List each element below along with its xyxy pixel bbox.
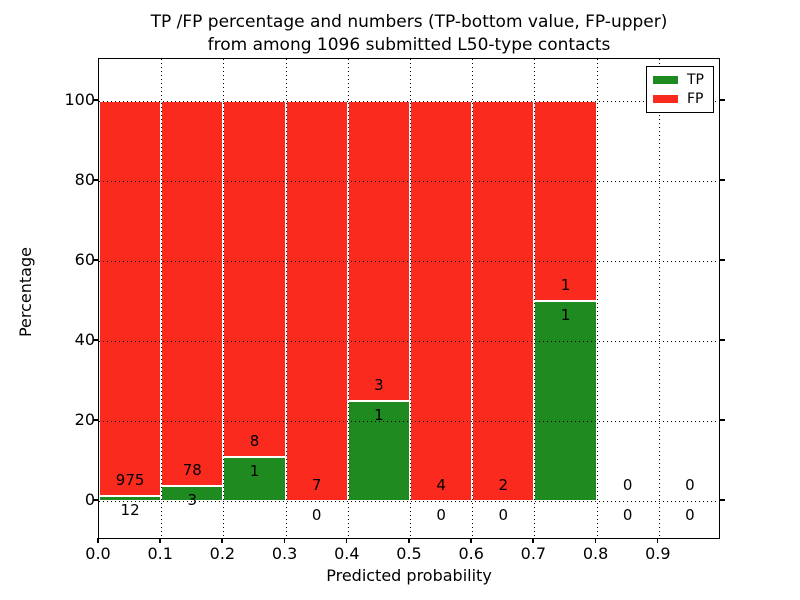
bar-fp-segment bbox=[347, 101, 410, 401]
legend-label-tp: TP bbox=[687, 71, 704, 88]
bar-fp-segment bbox=[161, 101, 224, 487]
bar-fp-segment bbox=[534, 101, 597, 301]
x-tick-label: 0.1 bbox=[147, 544, 173, 563]
y-tick-label: 80 bbox=[74, 170, 95, 189]
x-tick-label: 0.0 bbox=[85, 544, 111, 563]
y-tick-label: 0 bbox=[84, 490, 95, 509]
y-tick-mark bbox=[720, 179, 725, 181]
x-tick-mark bbox=[345, 538, 348, 543]
gridline-v bbox=[597, 59, 598, 538]
y-tick-mark bbox=[93, 259, 98, 261]
y-tick-label: 100 bbox=[64, 90, 95, 109]
bar-fp-segment bbox=[410, 101, 473, 501]
fp-count-label: 78 bbox=[182, 461, 202, 480]
tp-count-label: 1 bbox=[374, 406, 384, 424]
x-axis-label: Predicted probability bbox=[326, 566, 492, 585]
gridline-v bbox=[286, 59, 287, 538]
gridline-h bbox=[99, 181, 719, 182]
legend-label-fp: FP bbox=[687, 91, 704, 108]
x-tick-label: 0.9 bbox=[645, 544, 671, 563]
tp-count-label: 12 bbox=[120, 501, 140, 520]
gridline-h bbox=[99, 261, 719, 262]
fp-count-label: 0 bbox=[685, 476, 695, 494]
fp-count-label: 7 bbox=[311, 476, 322, 494]
fp-count-label: 3 bbox=[374, 376, 384, 394]
x-tick-mark bbox=[532, 538, 534, 543]
y-tick-label: 20 bbox=[74, 410, 95, 429]
tp-count-label: 0 bbox=[622, 506, 633, 524]
y-tick-mark bbox=[93, 419, 98, 421]
legend-entry-tp: TP bbox=[653, 72, 707, 88]
fp-count-label: 2 bbox=[498, 476, 509, 494]
x-tick-label: 0.3 bbox=[271, 544, 298, 563]
bar-tp-segment bbox=[534, 301, 597, 501]
tp-color-swatch bbox=[653, 75, 678, 84]
gridline-v bbox=[659, 59, 660, 538]
bar-fp-segment bbox=[472, 101, 535, 501]
x-tick-label: 0.2 bbox=[209, 544, 236, 563]
gridline-h bbox=[99, 421, 719, 422]
legend-entry-fp: FP bbox=[653, 91, 707, 107]
x-tick-label: 0.7 bbox=[520, 544, 547, 563]
x-tick-label: 0.5 bbox=[396, 544, 422, 563]
bar-tp-segment bbox=[223, 456, 286, 501]
tp-count-label: 0 bbox=[311, 506, 322, 524]
x-tick-mark bbox=[97, 538, 99, 543]
y-tick-mark bbox=[93, 99, 98, 101]
tp-count-label: 3 bbox=[187, 491, 198, 510]
y-tick-mark bbox=[720, 99, 725, 101]
x-tick-mark bbox=[408, 538, 410, 543]
fp-count-label: 1 bbox=[560, 276, 571, 294]
y-tick-mark bbox=[720, 259, 725, 261]
gridline-h bbox=[99, 101, 719, 102]
gridline-h bbox=[99, 341, 719, 342]
chart-title-line1: TP /FP percentage and numbers (TP-bottom… bbox=[150, 12, 668, 32]
y-tick-mark bbox=[720, 499, 725, 501]
x-tick-mark bbox=[221, 538, 223, 543]
x-tick-mark bbox=[470, 538, 472, 543]
fp-count-label: 4 bbox=[436, 476, 446, 494]
plot-area: 975 12 78 3 8 1 7 0 3 1 4 0 2 0 1 1 0 0 0 0 bbox=[98, 58, 720, 539]
gridline-v bbox=[534, 59, 535, 538]
gridline-h bbox=[99, 501, 719, 502]
x-tick-mark bbox=[656, 538, 659, 543]
legend: TP FP bbox=[646, 66, 714, 113]
y-tick-label: 40 bbox=[74, 330, 95, 349]
fp-count-label: 0 bbox=[622, 476, 633, 494]
gridline-v bbox=[348, 59, 349, 538]
tp-count-label: 0 bbox=[436, 506, 446, 524]
gridline-v bbox=[410, 59, 411, 538]
x-tick-label: 0.8 bbox=[582, 544, 609, 563]
tp-count-label: 0 bbox=[498, 506, 509, 524]
x-tick-mark bbox=[283, 538, 286, 543]
y-tick-mark bbox=[720, 419, 725, 421]
x-tick-label: 0.6 bbox=[458, 544, 484, 563]
y-tick-mark bbox=[93, 499, 98, 501]
y-tick-label: 60 bbox=[74, 250, 95, 269]
y-tick-mark bbox=[720, 339, 725, 341]
gridline-v bbox=[472, 59, 473, 538]
y-tick-mark bbox=[93, 339, 98, 341]
chart-title-line2: from among 1096 submitted L50-type conta… bbox=[207, 35, 611, 55]
y-tick-mark bbox=[93, 179, 98, 181]
x-tick-mark bbox=[159, 538, 161, 543]
bar-fp-segment bbox=[223, 101, 286, 457]
tp-count-label: 0 bbox=[685, 506, 695, 524]
fp-count-label: 8 bbox=[249, 431, 260, 450]
fp-color-swatch bbox=[653, 95, 678, 104]
bar-fp-segment bbox=[99, 101, 162, 497]
tp-count-label: 1 bbox=[560, 306, 571, 324]
bar-tp-segment bbox=[99, 496, 162, 501]
bar-fp-segment bbox=[285, 101, 348, 501]
x-tick-label: 0.4 bbox=[334, 544, 360, 563]
gridline-v bbox=[161, 59, 162, 538]
y-axis-label: Percentage bbox=[16, 247, 35, 338]
gridline-v bbox=[223, 59, 224, 538]
tp-count-label: 1 bbox=[249, 461, 260, 480]
fp-count-label: 975 bbox=[115, 471, 145, 490]
x-tick-mark bbox=[594, 538, 597, 543]
